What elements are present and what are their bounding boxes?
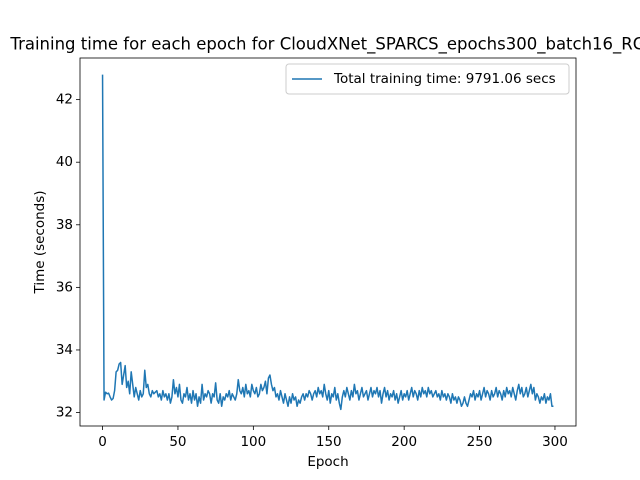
- y-tick-label: 32: [56, 405, 73, 421]
- legend-box: [285, 63, 570, 95]
- x-axis-label: Epoch: [307, 454, 348, 470]
- x-tick-label: 150: [316, 434, 342, 450]
- axes-frame: [79, 57, 577, 427]
- y-axis-label: Time (seconds): [32, 190, 48, 294]
- y-tick-label: 42: [56, 92, 73, 108]
- x-tick-label: 50: [169, 434, 186, 450]
- y-tick-label: 34: [56, 342, 73, 358]
- x-tick-label: 200: [391, 434, 417, 450]
- y-tick-label: 38: [56, 217, 73, 233]
- x-tick-label: 250: [467, 434, 493, 450]
- legend-label: Total training time: 9791.06 secs: [333, 71, 556, 87]
- y-tick-label: 40: [56, 154, 73, 170]
- x-tick-label: 0: [98, 434, 107, 450]
- x-tick-label: 100: [240, 434, 266, 450]
- x-tick-label: 300: [542, 434, 568, 450]
- y-tick-label: 36: [56, 279, 73, 295]
- data-line: [101, 74, 554, 411]
- chart-title: Training time for each epoch for CloudXN…: [9, 35, 640, 55]
